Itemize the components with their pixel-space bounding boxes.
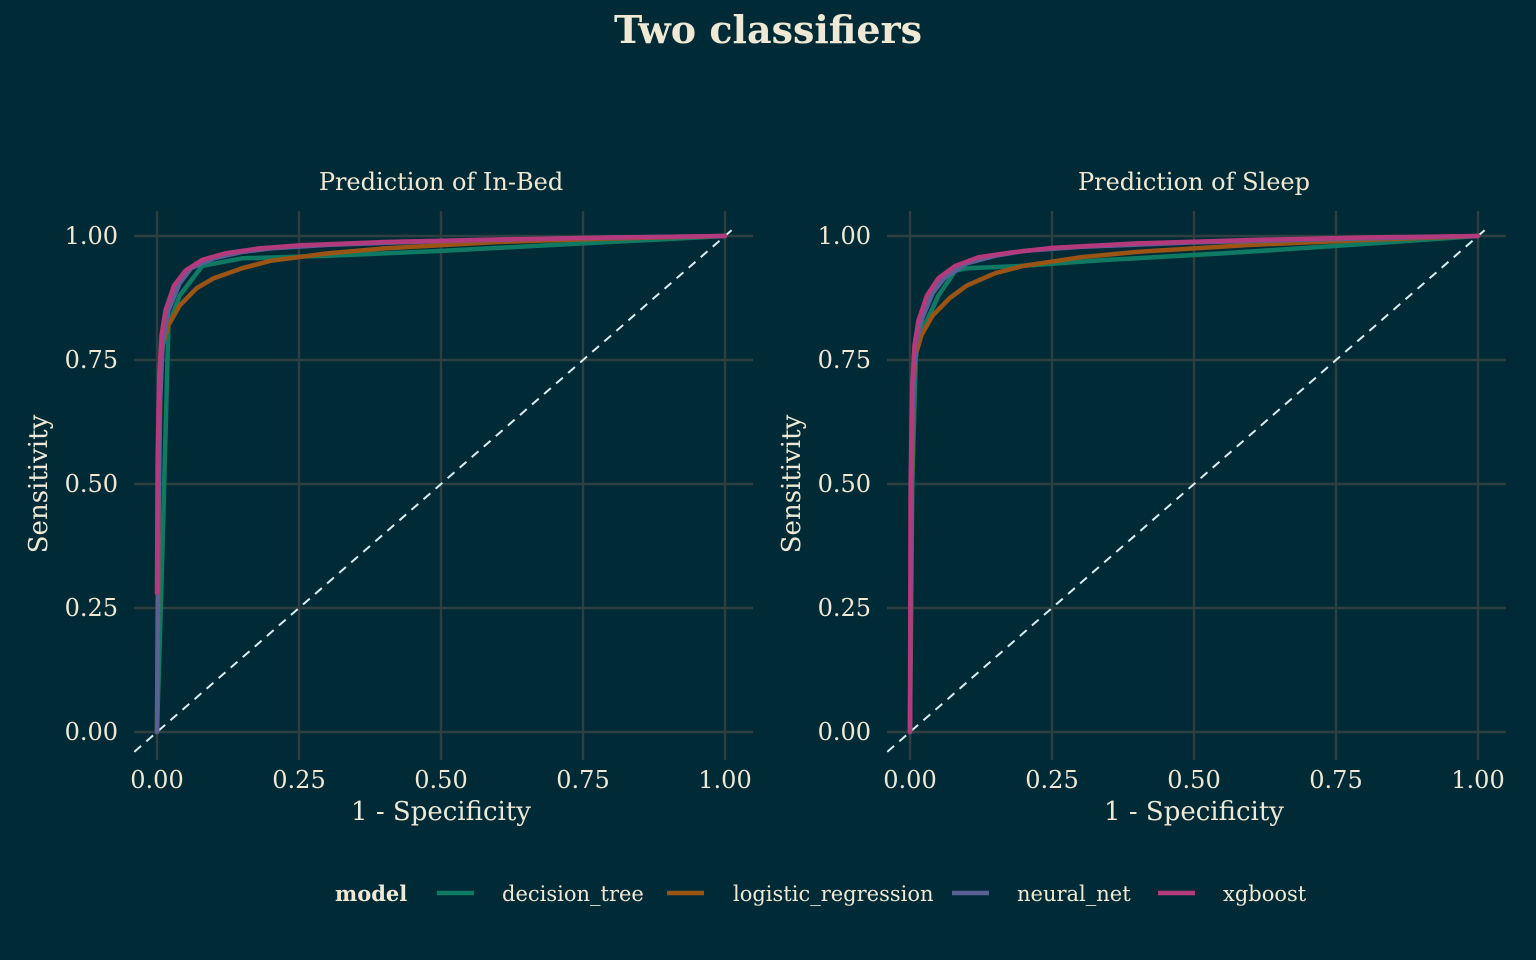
x-tick-label: 1.00 xyxy=(1451,766,1504,794)
x-tick-label: 0.25 xyxy=(272,766,325,794)
x-tick-label: 0.75 xyxy=(556,766,609,794)
y-axis-title: Sensitivity xyxy=(777,414,807,553)
y-tick-label: 1.00 xyxy=(818,222,871,250)
y-tick-label: 0.50 xyxy=(818,470,871,498)
panel-title: Prediction of In-Bed xyxy=(319,168,563,196)
y-tick-label: 1.00 xyxy=(65,222,118,250)
x-axis-title: 1 - Specificity xyxy=(351,797,531,827)
x-tick-label: 1.00 xyxy=(698,766,751,794)
y-axis-title: Sensitivity xyxy=(24,414,54,553)
y-tick-label: 0.00 xyxy=(65,718,118,746)
y-tick-label: 0.25 xyxy=(818,594,871,622)
series-line-xgboost xyxy=(154,233,728,596)
legend-item-neural-net: neural_net xyxy=(952,882,1131,906)
legend-label: logistic_regression xyxy=(733,882,934,906)
legend-title: model xyxy=(335,881,407,906)
x-tick-label: 0.00 xyxy=(883,766,936,794)
legend-label: xgboost xyxy=(1223,882,1307,906)
legend-label: decision_tree xyxy=(502,882,644,906)
series-line-xgboost xyxy=(907,233,1481,735)
x-axis-title: 1 - Specificity xyxy=(1104,797,1284,827)
panel-2: Prediction of Sleep 0.00 0.25 0.50 0.75 1.00 0… xyxy=(777,168,1506,827)
legend-label: neural_net xyxy=(1017,882,1131,906)
chart-title: Two classifiers xyxy=(614,7,922,52)
x-tick-label: 0.75 xyxy=(1309,766,1362,794)
reference-diagonal xyxy=(886,225,1491,753)
y-tick-label: 0.75 xyxy=(818,346,871,374)
legend-item-xgboost: xgboost xyxy=(1158,882,1307,906)
panels: Prediction of In-Bed 0.00 0.25 0.50 0.75 1.00… xyxy=(24,168,1506,827)
panel-1: Prediction of In-Bed 0.00 0.25 0.50 0.75 1.00… xyxy=(24,168,753,827)
y-tick-label: 0.75 xyxy=(65,346,118,374)
reference-diagonal xyxy=(133,225,738,753)
x-tick-label: 0.00 xyxy=(130,766,183,794)
legend-item-decision-tree: decision_tree xyxy=(437,882,644,906)
x-tick-label: 0.25 xyxy=(1025,766,1078,794)
y-tick-label: 0.00 xyxy=(818,718,871,746)
panel-title: Prediction of Sleep xyxy=(1078,168,1310,196)
y-tick-label: 0.50 xyxy=(65,470,118,498)
legend-item-logistic-regression: logistic_regression xyxy=(667,882,934,906)
x-tick-label: 0.50 xyxy=(1167,766,1220,794)
x-tick-label: 0.50 xyxy=(414,766,467,794)
legend: model decision_tree logistic_regression ne… xyxy=(335,881,1307,906)
series-line-decision-tree xyxy=(154,233,728,735)
y-tick-label: 0.25 xyxy=(65,594,118,622)
